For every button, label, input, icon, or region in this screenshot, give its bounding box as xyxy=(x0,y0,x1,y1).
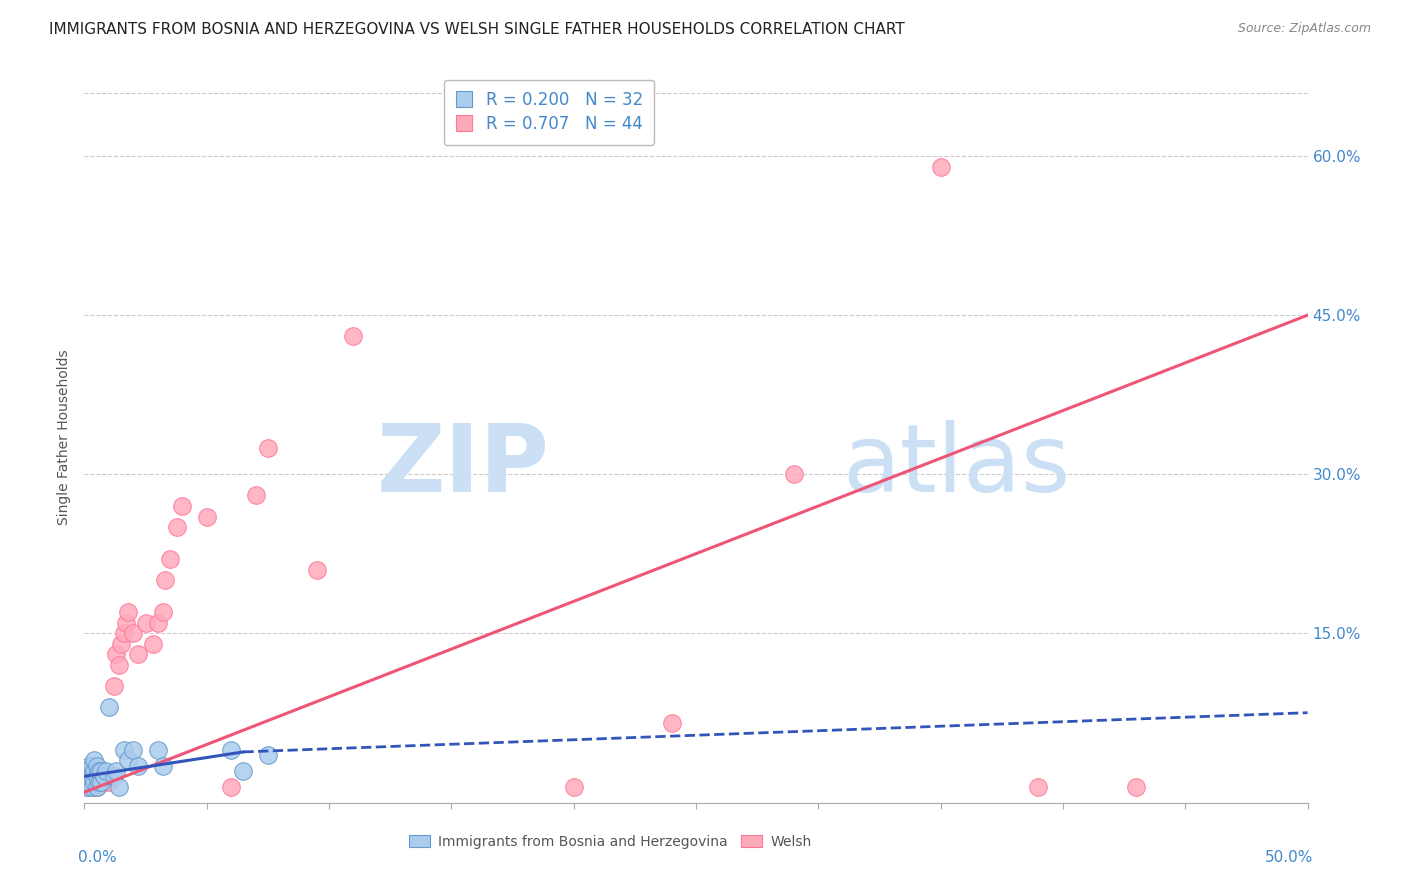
Point xyxy=(96,769,118,783)
Point xyxy=(135,615,157,630)
Point xyxy=(107,780,129,794)
Point xyxy=(1028,780,1050,794)
Point xyxy=(77,758,100,772)
Point xyxy=(107,658,129,673)
Point xyxy=(80,780,103,794)
Point xyxy=(97,700,120,714)
Point xyxy=(152,758,174,772)
Point xyxy=(305,563,328,577)
Point xyxy=(80,774,103,789)
Point xyxy=(86,780,108,794)
Point xyxy=(93,769,115,783)
Point xyxy=(257,441,280,455)
Point xyxy=(87,774,110,789)
Point xyxy=(83,764,105,778)
Point xyxy=(122,743,145,757)
Y-axis label: Single Father Households: Single Father Households xyxy=(58,350,72,524)
Point xyxy=(83,774,105,789)
Point xyxy=(103,679,125,693)
Point xyxy=(83,753,105,767)
Point xyxy=(245,488,267,502)
Point xyxy=(80,780,103,794)
Point xyxy=(142,637,165,651)
Point xyxy=(232,764,254,778)
Text: Source: ZipAtlas.com: Source: ZipAtlas.com xyxy=(1237,22,1371,36)
Point xyxy=(342,329,364,343)
Point xyxy=(929,160,952,174)
Point xyxy=(76,780,98,794)
Point xyxy=(86,758,108,772)
Point xyxy=(87,764,110,778)
Point xyxy=(117,605,139,619)
Point xyxy=(112,626,135,640)
Point xyxy=(90,774,112,789)
Point xyxy=(110,637,132,651)
Point xyxy=(103,769,125,783)
Point xyxy=(257,748,280,763)
Point xyxy=(76,769,98,783)
Point xyxy=(146,615,169,630)
Point xyxy=(195,509,218,524)
Point xyxy=(87,769,110,783)
Point xyxy=(77,774,100,789)
Point xyxy=(80,769,103,783)
Point xyxy=(152,605,174,619)
Text: atlas: atlas xyxy=(842,420,1071,512)
Point xyxy=(83,769,105,783)
Point xyxy=(97,774,120,789)
Point xyxy=(1125,780,1147,794)
Point xyxy=(93,774,115,789)
Point xyxy=(562,780,585,794)
Point xyxy=(86,769,108,783)
Point xyxy=(783,467,806,482)
Point xyxy=(77,777,100,791)
Point xyxy=(127,758,149,772)
Legend: Immigrants from Bosnia and Herzegovina, Welsh: Immigrants from Bosnia and Herzegovina, … xyxy=(404,830,817,855)
Point xyxy=(146,743,169,757)
Point xyxy=(96,764,118,778)
Text: 0.0%: 0.0% xyxy=(79,850,117,865)
Point xyxy=(90,764,112,778)
Point xyxy=(172,499,194,513)
Point xyxy=(87,774,110,789)
Point xyxy=(105,648,128,662)
Text: 50.0%: 50.0% xyxy=(1265,850,1313,865)
Point xyxy=(112,743,135,757)
Point xyxy=(661,716,683,731)
Point xyxy=(115,615,138,630)
Point xyxy=(77,769,100,783)
Point xyxy=(100,769,122,783)
Point xyxy=(83,780,105,794)
Point xyxy=(86,780,108,794)
Text: IMMIGRANTS FROM BOSNIA AND HERZEGOVINA VS WELSH SINGLE FATHER HOUSEHOLDS CORRELA: IMMIGRANTS FROM BOSNIA AND HERZEGOVINA V… xyxy=(49,22,905,37)
Text: ZIP: ZIP xyxy=(377,420,550,512)
Point xyxy=(219,780,242,794)
Point xyxy=(80,758,103,772)
Point xyxy=(127,648,149,662)
Point xyxy=(166,520,188,534)
Point xyxy=(159,552,181,566)
Point xyxy=(76,780,98,794)
Point xyxy=(219,743,242,757)
Point xyxy=(122,626,145,640)
Point xyxy=(117,753,139,767)
Point xyxy=(105,764,128,778)
Point xyxy=(153,573,176,587)
Point xyxy=(90,774,112,789)
